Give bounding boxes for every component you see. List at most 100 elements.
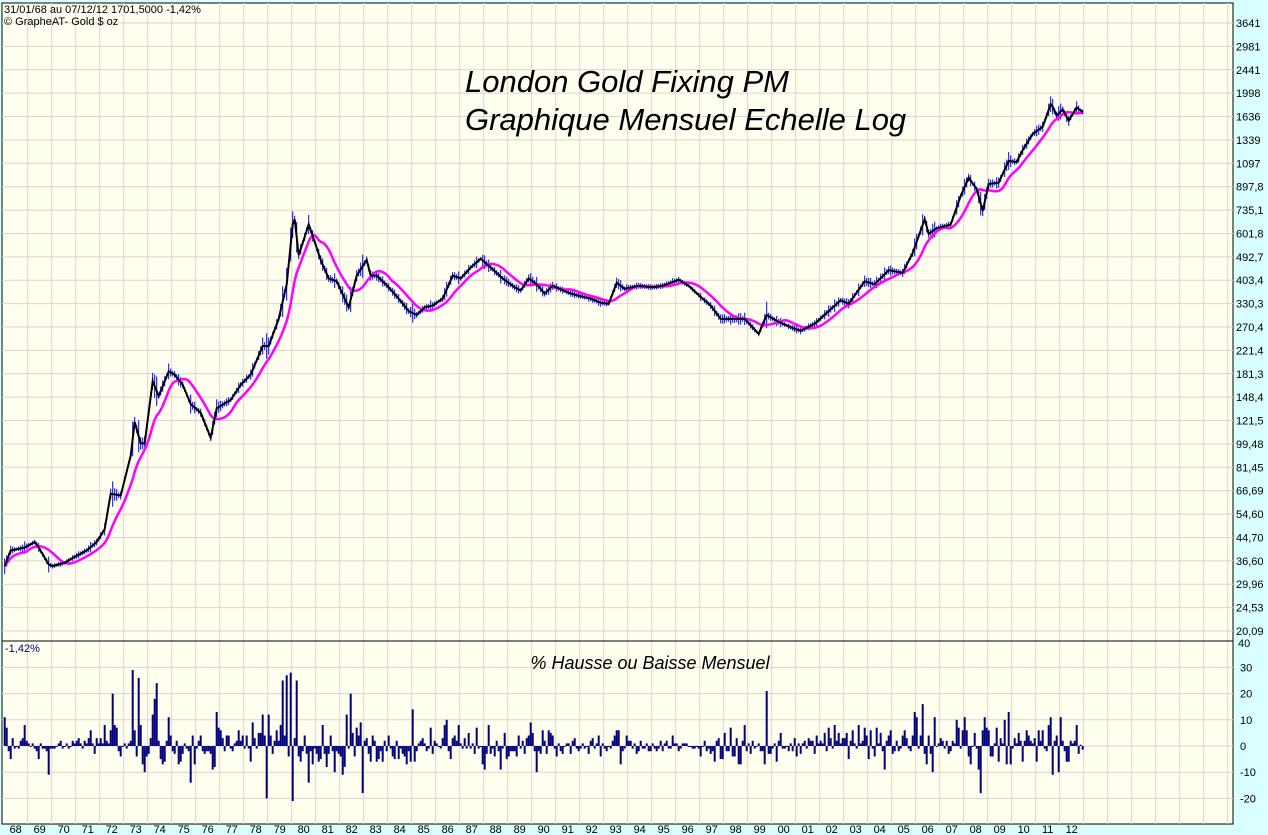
- monthly-change-bar: [231, 746, 234, 752]
- monthly-change-bar: [645, 743, 648, 746]
- monthly-change-bar: [15, 746, 18, 747]
- monthly-change-bar: [1051, 746, 1054, 775]
- monthly-change-bar: [819, 740, 822, 746]
- monthly-change-bar: [149, 738, 152, 746]
- monthly-change-bars: [3, 670, 1084, 802]
- price-tick-label: 54,60: [1236, 509, 1264, 521]
- monthly-change-bar: [1001, 743, 1004, 746]
- monthly-change-bar: [941, 740, 944, 746]
- pct-last-value: -1,42%: [5, 643, 40, 655]
- monthly-change-bar: [567, 743, 570, 746]
- monthly-change-bar: [399, 746, 402, 749]
- price-tick-label: 330,3: [1236, 299, 1264, 311]
- monthly-change-bar: [759, 746, 762, 752]
- monthly-change-bar: [31, 743, 34, 746]
- monthly-change-bar: [243, 746, 246, 749]
- monthly-change-bar: [537, 746, 540, 752]
- monthly-change-bar: [235, 740, 238, 746]
- monthly-change-bar: [261, 714, 264, 746]
- monthly-change-bar: [185, 746, 188, 749]
- monthly-change-bar: [1041, 730, 1044, 746]
- monthly-change-bar: [785, 746, 788, 747]
- monthly-change-bar: [737, 746, 740, 765]
- monthly-change-bar: [51, 746, 54, 749]
- monthly-change-bar: [667, 746, 670, 749]
- monthly-change-bar: [813, 746, 816, 754]
- monthly-change-bar: [65, 743, 68, 746]
- monthly-change-bar: [659, 740, 662, 746]
- monthly-change-bar: [317, 746, 320, 762]
- monthly-change-bar: [113, 725, 116, 746]
- monthly-change-bar: [75, 740, 78, 746]
- monthly-change-bar: [827, 727, 830, 746]
- monthly-change-bar: [225, 735, 228, 746]
- year-tick-label: 81: [322, 824, 334, 835]
- monthly-change-bar: [997, 746, 1000, 762]
- monthly-change-bar: [839, 743, 842, 746]
- monthly-change-bar: [505, 746, 508, 760]
- monthly-change-bar: [907, 746, 910, 749]
- year-tick-label: 93: [610, 824, 622, 835]
- monthly-change-bar: [13, 746, 16, 749]
- monthly-change-bar: [893, 746, 896, 752]
- monthly-change-bar: [735, 738, 738, 746]
- monthly-change-bar: [61, 746, 64, 749]
- year-tick-label: 76: [202, 824, 214, 835]
- monthly-change-bar: [1007, 711, 1010, 746]
- price-tick-label: 36,60: [1236, 556, 1264, 568]
- pct-tick-label: 0: [1240, 741, 1246, 753]
- monthly-change-bar: [853, 743, 856, 746]
- price-tick-label: 221,4: [1236, 345, 1264, 357]
- year-tick-label: 75: [178, 824, 190, 835]
- monthly-change-bar: [353, 746, 356, 757]
- monthly-change-bar: [289, 672, 292, 746]
- monthly-change-bar: [1039, 740, 1042, 746]
- monthly-change-bar: [1067, 746, 1070, 762]
- monthly-change-bar: [285, 675, 288, 746]
- monthly-change-bar: [305, 746, 308, 754]
- monthly-change-bar: [269, 735, 272, 746]
- monthly-change-bar: [585, 746, 588, 747]
- monthly-change-bar: [987, 730, 990, 746]
- monthly-change-bar: [381, 746, 384, 762]
- monthly-change-bar: [433, 740, 436, 746]
- monthly-change-bar: [503, 732, 506, 746]
- year-tick-label: 80: [298, 824, 310, 835]
- monthly-change-bar: [837, 732, 840, 746]
- monthly-change-bar: [531, 732, 534, 746]
- year-tick-label: 94: [634, 824, 646, 835]
- year-tick-label: 98: [730, 824, 742, 835]
- monthly-change-bar: [931, 746, 934, 773]
- monthly-change-bar: [223, 746, 226, 752]
- monthly-change-bar: [559, 746, 562, 752]
- price-tick-label: 24,53: [1236, 603, 1264, 615]
- monthly-change-bar: [195, 746, 198, 749]
- monthly-change-bar: [983, 717, 986, 746]
- monthly-change-bar: [633, 743, 636, 746]
- monthly-change-bar: [297, 746, 300, 757]
- monthly-change-bar: [359, 722, 362, 746]
- monthly-change-bar: [495, 740, 498, 746]
- monthly-change-bar: [131, 670, 134, 746]
- monthly-change-bar: [863, 727, 866, 746]
- price-tick-label: 1636: [1236, 112, 1260, 124]
- monthly-change-bar: [367, 746, 370, 754]
- monthly-change-bar: [483, 746, 486, 770]
- price-tick-label: 3641: [1236, 18, 1260, 30]
- monthly-change-bar: [117, 746, 120, 752]
- monthly-change-bar: [405, 746, 408, 765]
- monthly-change-bar: [715, 740, 718, 746]
- monthly-change-bar: [663, 743, 666, 746]
- monthly-change-bar: [933, 717, 936, 746]
- monthly-change-bar: [245, 735, 248, 746]
- chart-subtitle: Graphique Mensuel Echelle Log: [465, 102, 906, 137]
- monthly-change-bar: [741, 740, 744, 746]
- monthly-change-bar: [339, 746, 342, 757]
- monthly-change-bar: [575, 746, 578, 749]
- monthly-change-bar: [767, 746, 770, 754]
- monthly-change-bar: [5, 727, 8, 746]
- monthly-change-bar: [799, 746, 802, 754]
- monthly-change-bar: [985, 727, 988, 746]
- monthly-change-bar: [789, 743, 792, 746]
- monthly-change-bar: [25, 740, 28, 746]
